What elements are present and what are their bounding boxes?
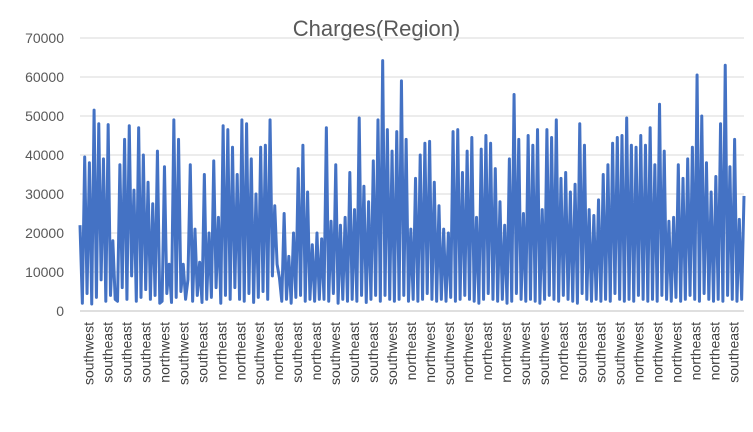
- x-tick-label: northeast: [479, 322, 495, 380]
- x-tick-label: northwest: [650, 322, 666, 383]
- x-tick-label: northwest: [669, 322, 685, 383]
- x-tick-label: northwest: [422, 322, 438, 383]
- y-tick-label: 50000: [25, 108, 64, 124]
- x-tick-label: southeast: [365, 322, 381, 383]
- series-area: [78, 59, 746, 306]
- x-tick-label: northwest: [460, 322, 476, 383]
- y-tick-label: 20000: [25, 225, 64, 241]
- x-tick-label: northeast: [403, 322, 419, 380]
- x-tick-label: southwest: [327, 322, 343, 385]
- x-tick-label: northeast: [232, 322, 248, 380]
- x-tick-label: northwest: [498, 322, 514, 383]
- x-tick-label: southeast: [346, 322, 362, 383]
- x-tick-label: southwest: [536, 322, 552, 385]
- y-tick-label: 60000: [25, 69, 64, 85]
- x-tick-label: northeast: [688, 322, 704, 380]
- y-tick-label: 10000: [25, 264, 64, 280]
- x-tick-label: southwest: [175, 322, 191, 385]
- x-axis-ticks: southwest southeast southeast southeast nort…: [80, 322, 741, 385]
- x-tick-label: northeast: [555, 322, 571, 380]
- y-tick-label: 70000: [25, 30, 64, 46]
- series-line-1: [78, 59, 746, 306]
- x-tick-label: northeast: [213, 322, 229, 380]
- x-tick-label: southwest: [251, 322, 267, 385]
- x-tick-label: southwest: [384, 322, 400, 385]
- x-tick-label: southwest: [441, 322, 457, 385]
- x-tick-label: southeast: [574, 322, 590, 383]
- y-tick-label: 30000: [25, 186, 64, 202]
- y-tick-label: 0: [56, 303, 64, 319]
- x-tick-label: northeast: [308, 322, 324, 380]
- x-tick-label: southeast: [726, 322, 742, 383]
- x-tick-label: southeast: [289, 322, 305, 383]
- x-tick-label: northwest: [156, 322, 172, 383]
- x-tick-label: southeast: [593, 322, 609, 383]
- y-tick-label: 40000: [25, 147, 64, 163]
- x-tick-label: southeast: [194, 322, 210, 383]
- chart-title: Charges(Region): [292, 16, 461, 41]
- x-tick-label: southeast: [99, 322, 115, 383]
- x-tick-label: northeast: [707, 322, 723, 380]
- x-tick-label: southwest: [80, 322, 96, 385]
- x-tick-label: southwest: [612, 322, 628, 385]
- x-tick-label: northwest: [631, 322, 647, 383]
- x-tick-label: southeast: [137, 322, 153, 383]
- x-tick-label: southeast: [118, 322, 134, 383]
- x-tick-label: northeast: [270, 322, 286, 380]
- x-tick-label: southwest: [517, 322, 533, 385]
- y-axis-ticks: 0 10000 20000 30000 40000 50000 60000 70000: [25, 30, 64, 319]
